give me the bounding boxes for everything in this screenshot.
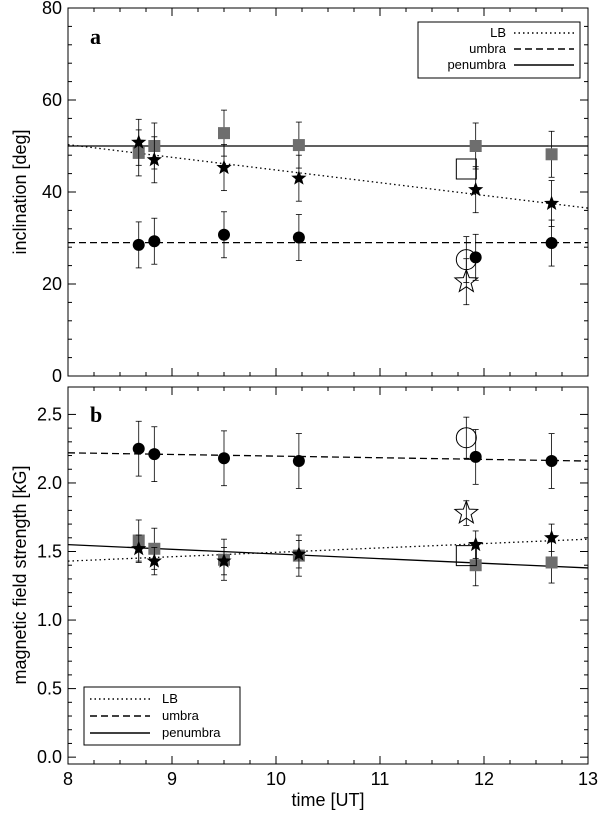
fit-line-umbra [67, 452, 589, 462]
fit-line-penumbra [67, 544, 589, 569]
lb-point [291, 170, 307, 185]
umbra-point [148, 235, 161, 248]
lb-point [291, 546, 307, 561]
legend-label-lb: LB [162, 691, 178, 706]
fit-line-lb [67, 143, 589, 209]
panel-b: b magnetic field strength [kG] time [UT]… [10, 386, 598, 810]
y-tick-label: 1.0 [37, 610, 62, 630]
panel-b-ticks: 8 9 10 11 12 13 0.0 0.5 1.0 1.5 2.0 2.5 [37, 387, 598, 789]
y-tick-label: 0.5 [37, 679, 62, 699]
legend-label-penumbra: penumbra [447, 57, 506, 72]
y-tick-label: 40 [42, 182, 62, 202]
panel-b-markers [131, 416, 560, 587]
y-tick-label: 1.5 [37, 542, 62, 562]
penumbra-point [545, 556, 558, 569]
panel-a-legend: LB umbra penumbra [417, 21, 581, 79]
reference-open-square [455, 158, 477, 180]
legend-box [83, 686, 241, 746]
y-tick-label: 2.0 [37, 473, 62, 493]
penumbra-point [218, 127, 230, 140]
panel-a-fit-lines [67, 143, 589, 244]
umbra-point [292, 231, 305, 244]
error-bar [463, 500, 470, 526]
umbra-point [218, 452, 230, 465]
lb-point [146, 553, 162, 568]
panel-b-ylabel: magnetic field strength [kG] [10, 465, 30, 684]
x-tick-label: 8 [63, 769, 73, 789]
error-bar [463, 258, 470, 306]
panel-a: a inclination [deg] 0 20 40 60 80 LB umbra p… [10, 0, 589, 386]
x-tick-label: 9 [167, 769, 177, 789]
reference-open-circle [455, 427, 477, 449]
panel-a-label: a [90, 24, 101, 49]
lb-point [543, 195, 560, 210]
reference-open-square [455, 545, 477, 567]
legend-label-umbra: umbra [469, 41, 507, 56]
lb-point [216, 553, 232, 568]
y-tick-label: 0.0 [37, 747, 62, 767]
legend-label-penumbra: penumbra [162, 725, 221, 740]
penumbra-point [469, 140, 482, 152]
error-bar [463, 416, 470, 459]
lb-point [131, 134, 147, 149]
umbra-point [469, 450, 482, 463]
lb-point [216, 159, 232, 175]
legend-label-umbra: umbra [162, 708, 200, 723]
lb-point [468, 536, 484, 552]
umbra-point [545, 455, 558, 468]
reference-open-star [453, 268, 480, 293]
y-tick-label: 2.5 [37, 404, 62, 424]
lb-point [543, 529, 560, 545]
lb-point [131, 540, 147, 556]
lb-point [146, 151, 162, 167]
panel-b-label: b [90, 402, 102, 427]
panel-b-legend: LB umbra penumbra [83, 686, 241, 746]
panel-b-fit-lines [67, 452, 589, 569]
legend-box [417, 21, 581, 79]
umbra-point [545, 237, 558, 250]
x-tick-label: 11 [371, 769, 390, 789]
penumbra-point [292, 139, 305, 152]
umbra-point [292, 455, 305, 468]
reference-open-star [453, 499, 480, 524]
fit-line-lb [67, 538, 589, 562]
panel-b-xlabel: time [UT] [291, 790, 364, 810]
y-tick-label: 20 [42, 274, 62, 294]
penumbra-point [545, 148, 558, 161]
panel-a-ylabel: inclination [deg] [10, 129, 30, 254]
y-tick-label: 80 [42, 0, 62, 18]
umbra-point [148, 448, 161, 461]
umbra-point [218, 228, 230, 241]
legend-label-lb: LB [490, 25, 506, 40]
x-tick-label: 13 [578, 769, 598, 789]
lb-point [468, 181, 484, 197]
umbra-point [132, 442, 145, 455]
y-tick-label: 0 [52, 366, 62, 386]
panel-a-ticks: 0 20 40 60 80 [42, 0, 589, 386]
x-tick-label: 10 [266, 769, 286, 789]
panel-a-markers [131, 109, 560, 306]
y-tick-label: 60 [42, 90, 62, 110]
umbra-point [132, 238, 145, 251]
x-tick-label: 12 [474, 769, 494, 789]
